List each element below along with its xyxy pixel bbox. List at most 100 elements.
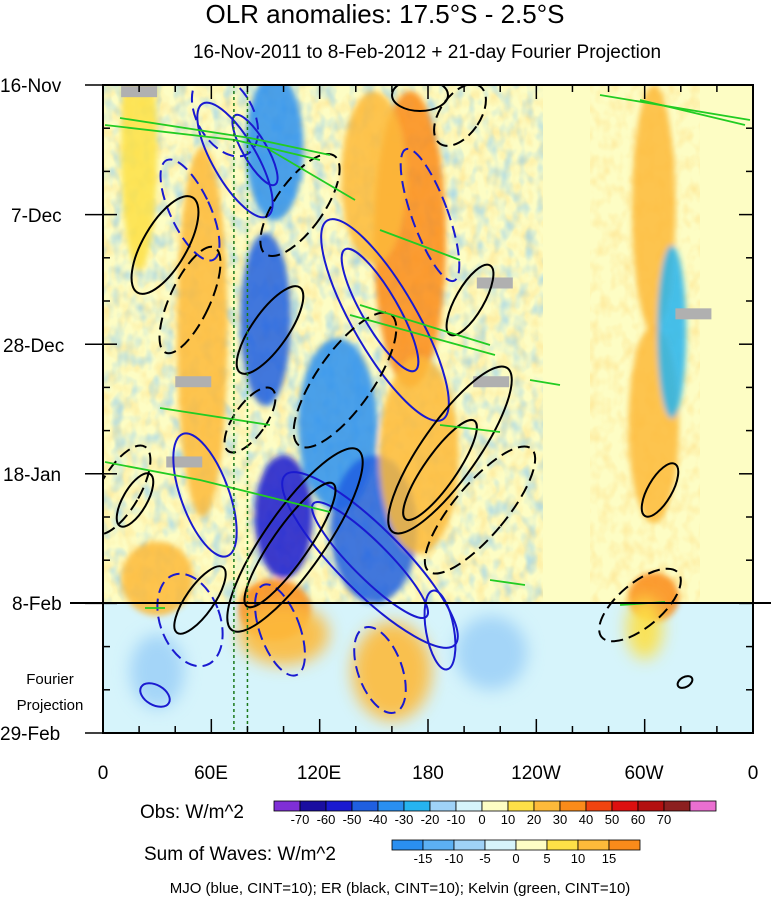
- colorbar-tick-label: 5: [543, 851, 550, 866]
- er-contour: [173, 565, 227, 635]
- er-contour: [259, 152, 341, 258]
- colorbar-tick-label: -20: [421, 812, 440, 827]
- colorbar-tick-label: 10: [571, 851, 585, 866]
- colorbar-swatch: [559, 800, 587, 812]
- colorbar-swatch: [351, 800, 379, 812]
- x-axis: [102, 85, 754, 733]
- colorbar-tick-label: 15: [602, 851, 616, 866]
- colorbar-swatch: [515, 839, 548, 851]
- colorbar-tick-label: 20: [527, 812, 541, 827]
- kelvin-contour: [639, 99, 746, 126]
- colorbar-swatch: [507, 800, 535, 812]
- er-contour: [243, 481, 337, 609]
- colorbar-tick-label: 60: [631, 812, 645, 827]
- kelvin-contour: [359, 304, 491, 346]
- colorbar-swatch: [611, 800, 639, 812]
- observed-speckle-cool: [103, 85, 543, 603]
- chart-title: OLR anomalies: 17.5°S - 2.5°S: [206, 0, 565, 29]
- er-contours: [115, 85, 694, 689]
- y-tick-label: 18-Jan: [3, 465, 61, 486]
- mjo-contour: [311, 501, 429, 619]
- missing-data-patch: [166, 456, 203, 468]
- negative-anomaly: [657, 245, 687, 419]
- y-tick-label: 8-Feb: [12, 594, 62, 615]
- positive-anomaly: [379, 356, 459, 555]
- colorbar-swatch: [453, 839, 486, 851]
- er-contour: [423, 445, 537, 575]
- negative-anomaly: [254, 455, 313, 579]
- chart-subtitle: 16-Nov-2011 to 8-Feb-2012 + 21-day Fouri…: [193, 42, 661, 63]
- colorbar-tick-label: -50: [343, 812, 362, 827]
- er-contour: [158, 245, 222, 355]
- er-contour: [103, 444, 152, 536]
- y-tick-label: 28-Dec: [3, 336, 64, 357]
- er-contour: [387, 365, 513, 535]
- kelvin-contour: [489, 579, 526, 586]
- colorbar-swatch: [481, 800, 509, 812]
- x-tick-label: 60W: [624, 763, 663, 784]
- colorbar-swatch: [403, 800, 431, 812]
- colorbar-swatch: [377, 800, 405, 812]
- missing-data-patch: [675, 308, 712, 320]
- er-contour: [598, 567, 682, 643]
- positive-anomaly: [121, 541, 194, 616]
- colorbar-swatch: [546, 839, 579, 851]
- kelvin-contour: [159, 407, 271, 426]
- positive-anomaly: [121, 85, 158, 271]
- projected-positive-anomaly: [352, 621, 432, 721]
- colorbar-swatch: [273, 800, 301, 812]
- mjo-contour: [196, 101, 274, 219]
- er-contour: [235, 285, 305, 375]
- er-contour: [676, 675, 694, 689]
- colorbar-tick-label: -5: [479, 851, 491, 866]
- kelvin-contour: [529, 379, 561, 386]
- er-contour: [292, 311, 398, 449]
- mjo-contour: [156, 572, 224, 668]
- colorbar-swatch: [484, 839, 517, 851]
- waves-colorbar-label: Sum of Waves: W/m^2: [144, 844, 336, 865]
- er-contour: [223, 386, 277, 454]
- colorbar-swatch: [422, 839, 455, 851]
- colorbar-tick-label: -10: [445, 851, 464, 866]
- er-contour: [391, 85, 449, 112]
- y-axis: [85, 84, 753, 734]
- colorbar-tick-label: 10: [501, 812, 515, 827]
- waves-colorbar: -15 -10 -5 0 5 10 15: [391, 839, 641, 866]
- y-tick-label: 7-Dec: [11, 206, 62, 227]
- colorbar-tick-label: -60: [317, 812, 336, 827]
- kelvin-contours: [104, 94, 751, 609]
- kelvin-contour: [104, 461, 331, 513]
- projection-label: Fourier: [26, 671, 74, 688]
- colorbar-swatch: [533, 800, 561, 812]
- kelvin-contour: [269, 149, 356, 201]
- obs-colorbar-label: Obs: W/m^2: [140, 802, 244, 823]
- er-contour: [433, 85, 487, 147]
- mjo-contour: [159, 158, 221, 262]
- colorbar-swatch: [689, 800, 717, 812]
- colorbar-tick-label: -70: [291, 812, 310, 827]
- er-contour: [115, 472, 155, 528]
- colorbar-tick-label: -30: [395, 812, 414, 827]
- contour-legend: MJO (blue, CINT=10); ER (black, CINT=10)…: [170, 880, 631, 897]
- projection-label: Projection: [17, 697, 84, 714]
- kelvin-contour: [104, 124, 321, 161]
- colorbar-tick-label: 0: [478, 812, 485, 827]
- er-contour: [226, 447, 364, 633]
- x-tick-label: 180: [412, 763, 444, 784]
- y-tick-label: 16-Nov: [0, 76, 62, 97]
- colorbar-swatch: [608, 839, 641, 851]
- projection-anomaly-features: [130, 597, 663, 721]
- x-tick-label: 0: [98, 763, 109, 784]
- positive-anomaly: [177, 146, 228, 517]
- colorbar-tick-label: 70: [657, 812, 671, 827]
- colorbar-tick-label: 40: [579, 812, 593, 827]
- colorbar-swatch: [429, 800, 457, 812]
- x-tick-label: 60E: [194, 763, 228, 784]
- projected-positive-anomaly: [238, 603, 329, 666]
- colorbar-tick-label: 30: [553, 812, 567, 827]
- er-contour: [130, 195, 200, 295]
- colorbar-tick-label: -40: [369, 812, 388, 827]
- missing-data-patch: [175, 376, 212, 388]
- mjo-contour: [254, 583, 306, 677]
